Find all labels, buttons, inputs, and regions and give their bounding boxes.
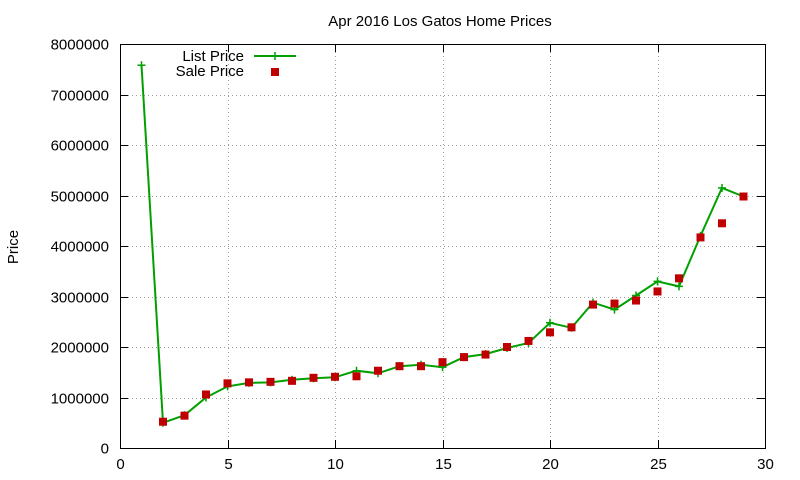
list-price-point [137,61,146,70]
sale-price-point [589,300,597,309]
chart-title: Apr 2016 Los Gatos Home Prices [328,13,551,30]
list-price-point [718,183,726,192]
list-price-point [546,318,554,327]
sale-price-point [567,323,576,332]
y-tick-label: 6000000 [51,138,109,155]
sale-price-point [159,417,167,426]
sale-price-point [460,353,468,362]
y-tick-label: 0 [101,441,109,458]
sale-price-point [288,376,296,385]
list-price-point [675,282,683,291]
sale-price-point [718,219,726,228]
sale-price-point [266,377,275,386]
x-tick-label: 10 [327,456,344,473]
x-tick-label: 0 [116,456,124,473]
y-tick-label: 8000000 [51,37,109,54]
sale-price-point [739,192,748,201]
sale-price-point [610,299,619,308]
sale-price-point [352,372,361,381]
y-tick-label: 5000000 [51,189,109,206]
y-tick-label: 4000000 [51,239,109,256]
sale-price-point [696,233,705,242]
x-tick-label: 25 [650,456,667,473]
plot-frame [120,44,766,449]
sale-price-point [417,362,425,371]
y-tick-label: 1000000 [51,391,109,408]
sale-price-point [331,372,339,381]
tick-labels: 0 1000000 2000000 3000000 4000000 5000000 6000… [51,37,774,474]
y-tick-label: 2000000 [51,340,109,357]
sale-price-point [309,373,318,382]
sale-price-point [675,274,683,283]
legend-swatch-sale-price [271,68,279,76]
legend-label-sale-price: Sale Price [176,63,244,80]
y-tick-label: 7000000 [51,88,109,105]
x-tick-label: 5 [224,456,232,473]
sale-price-point [374,366,382,375]
list-price-point [653,277,662,286]
sale-price-point [481,350,490,359]
sale-price-point [632,296,640,305]
sale-price-point [503,343,511,351]
sale-price-point [438,358,447,367]
axis-ticks [120,44,766,449]
x-tick-label: 15 [435,456,452,473]
sale-price-point [245,378,253,387]
sale-price-point [524,336,533,345]
sale-price-point [653,287,662,296]
sale-price-point [180,411,189,420]
grid [120,44,765,448]
sale-price-point [202,390,210,399]
x-tick-label: 20 [542,456,559,473]
series [137,61,748,427]
x-tick-label: 30 [757,456,774,473]
legend-label-list-price: List Price [182,48,244,65]
y-tick-label: 3000000 [51,290,109,307]
sale-price-point [395,362,404,371]
sale-price-point [546,328,554,337]
sale-price-point [223,379,232,388]
y-axis-label: Price [5,230,22,264]
